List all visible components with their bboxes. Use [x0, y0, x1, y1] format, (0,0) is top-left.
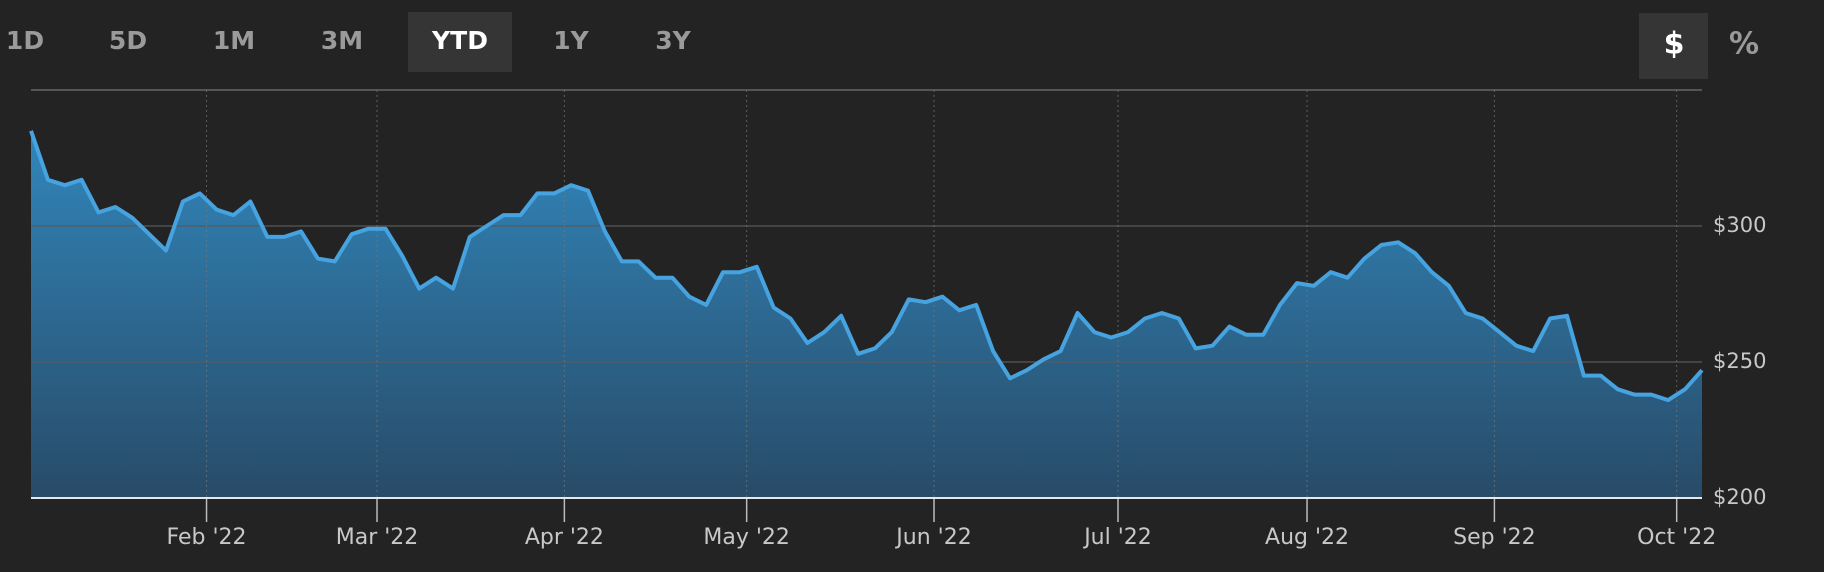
x-tick-label: Jul '22 — [1082, 525, 1152, 550]
range-button[interactable]: 1M — [213, 26, 255, 55]
x-tick-label: Jun '22 — [894, 525, 971, 550]
range-button[interactable]: 1Y — [553, 26, 589, 55]
range-button-bg[interactable] — [408, 12, 512, 72]
x-tick-label: Oct '22 — [1637, 525, 1716, 550]
x-tick-label: Mar '22 — [336, 525, 419, 550]
x-tick-label: May '22 — [703, 525, 790, 550]
range-button[interactable]: 5D — [109, 26, 147, 55]
y-tick-label: $200 — [1713, 485, 1766, 509]
x-tick-label: Aug '22 — [1265, 525, 1349, 550]
range-button[interactable]: 3M — [321, 26, 363, 55]
range-button[interactable]: YTD — [431, 26, 488, 55]
range-button[interactable]: 3Y — [655, 26, 691, 55]
x-tick-label: Apr '22 — [525, 525, 604, 550]
unit-button[interactable]: $ — [1664, 27, 1685, 62]
range-button[interactable]: 1D — [6, 26, 44, 55]
x-tick-label: Sep '22 — [1453, 525, 1536, 550]
line — [29, 130, 1704, 403]
unit-button[interactable]: % — [1729, 27, 1759, 62]
area — [31, 130, 1702, 499]
x-tick-label: Feb '22 — [167, 525, 247, 550]
y-tick-label: $250 — [1713, 349, 1766, 373]
unit-button-bg[interactable] — [1639, 13, 1708, 79]
y-tick-label: $300 — [1713, 213, 1766, 237]
